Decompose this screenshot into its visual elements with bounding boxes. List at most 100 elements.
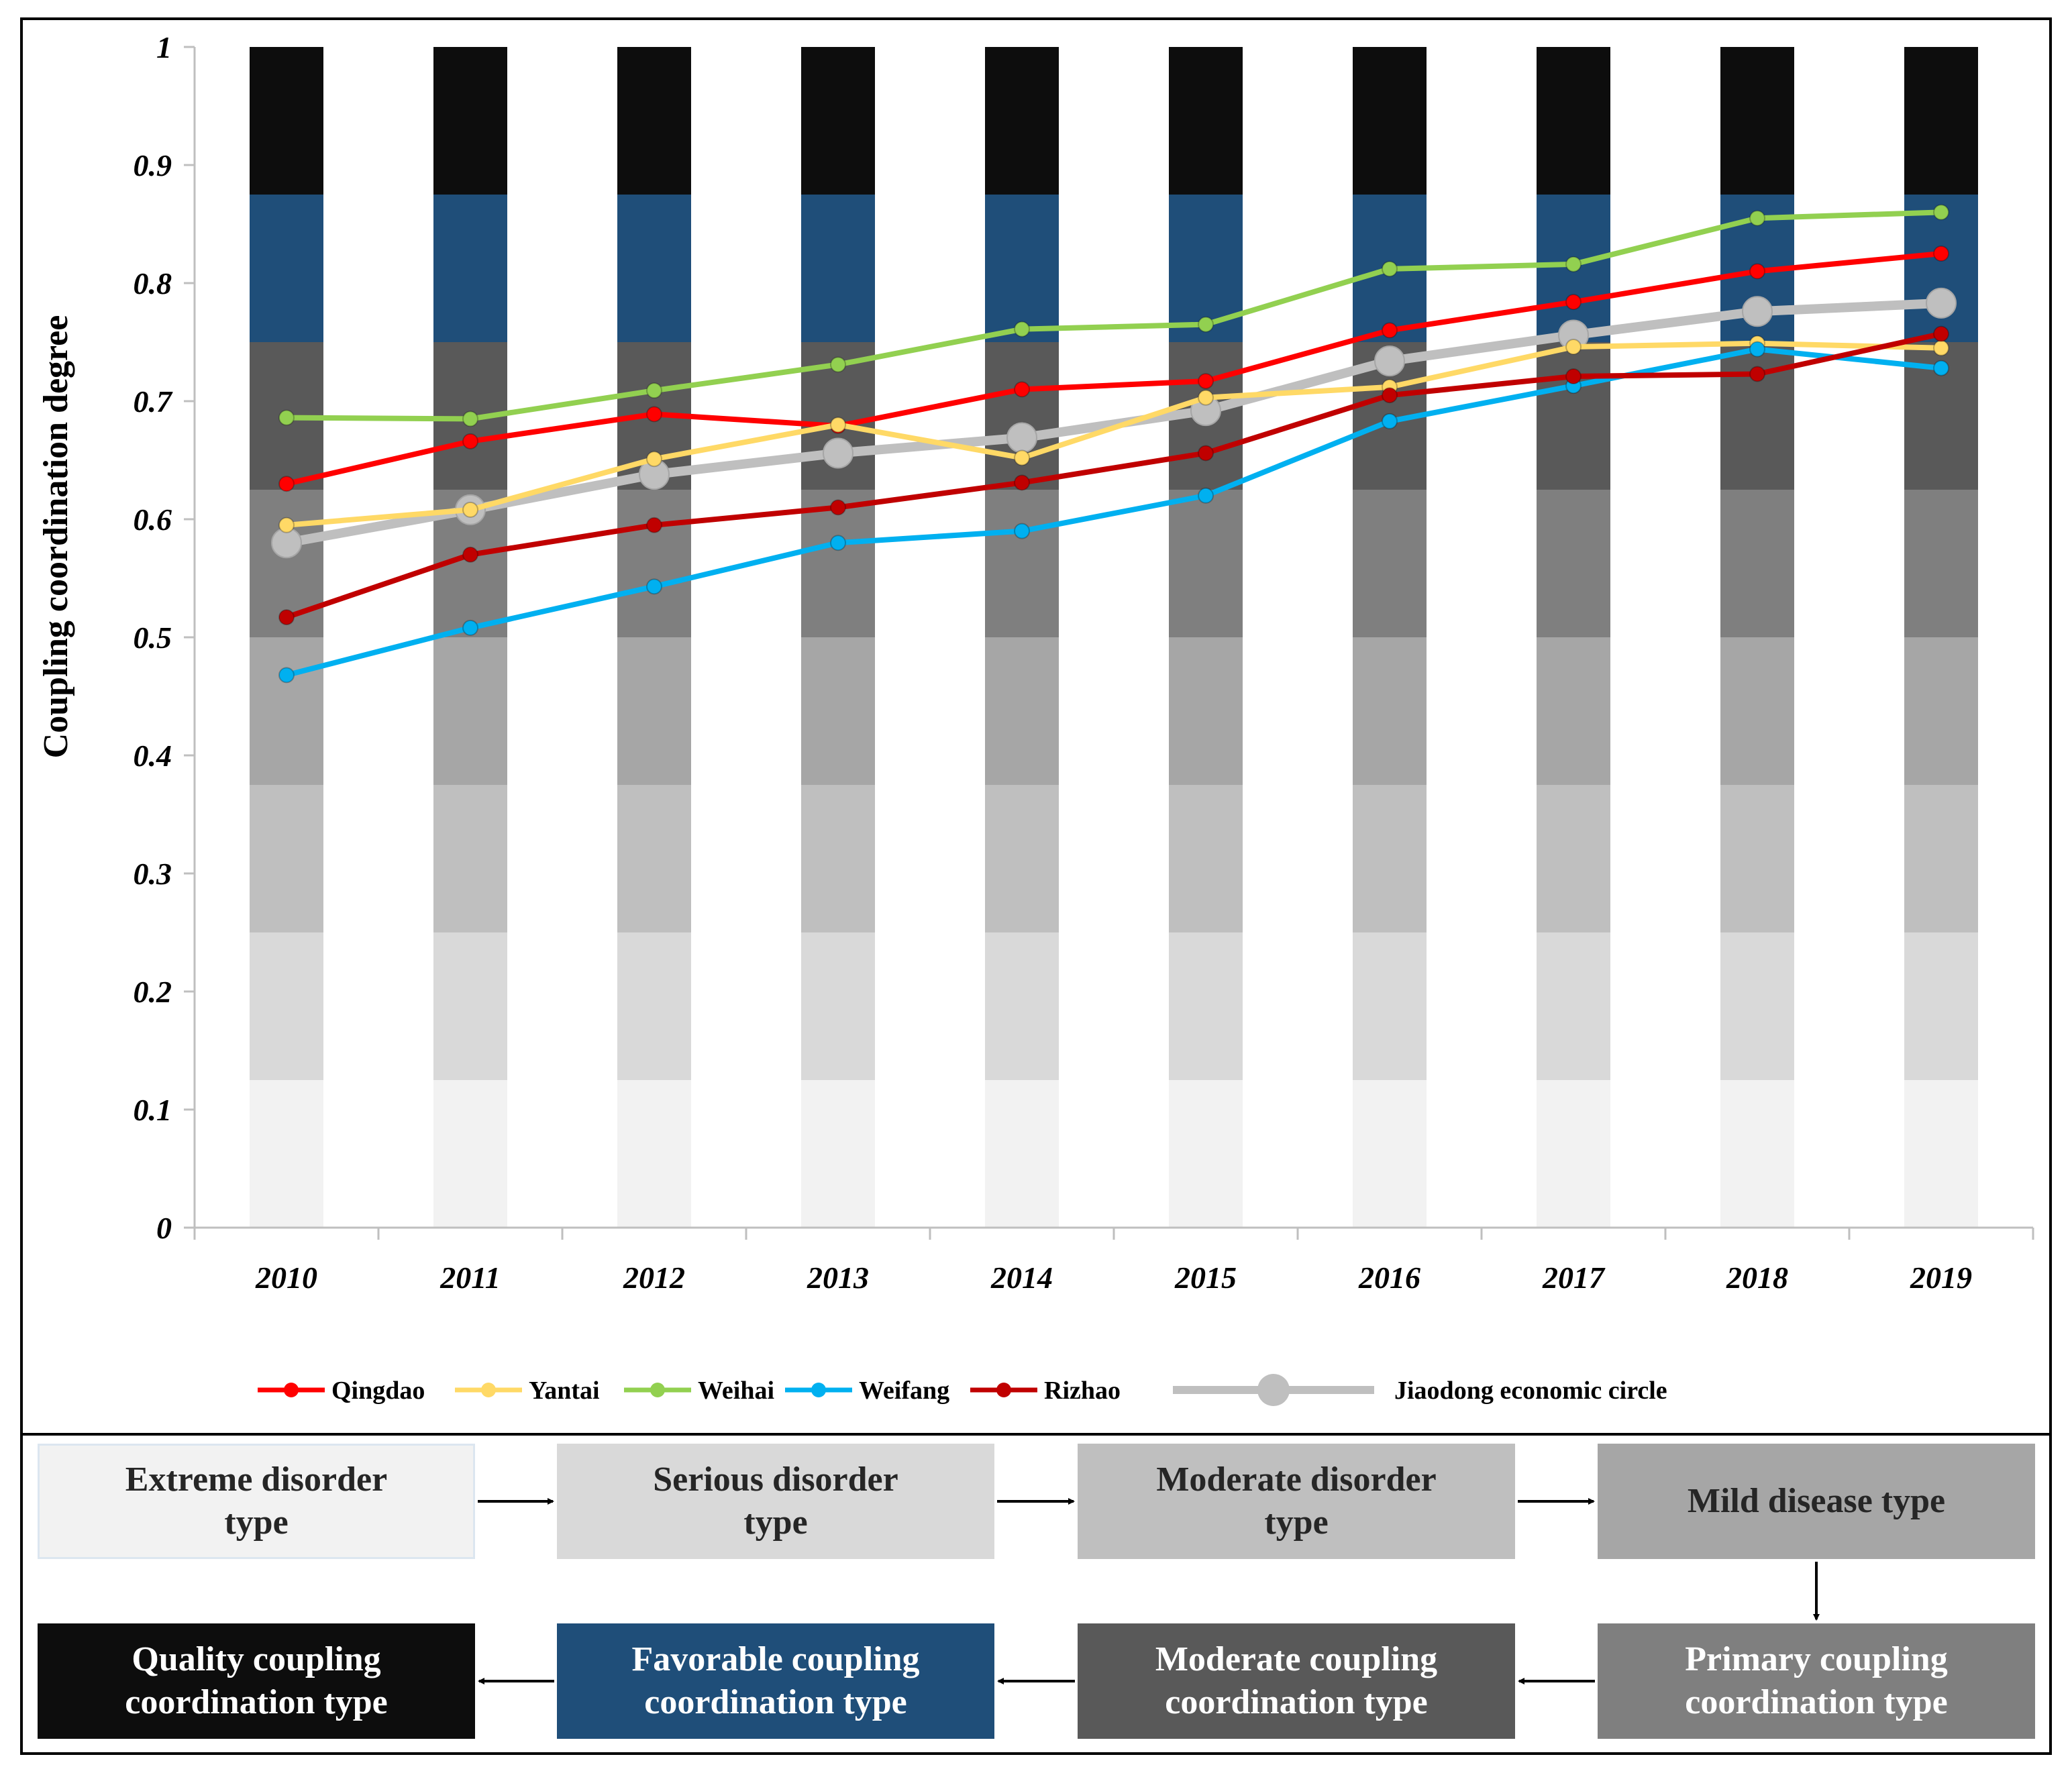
box-line-2: type bbox=[224, 1503, 289, 1542]
data-point bbox=[1749, 210, 1765, 227]
band-segment bbox=[1169, 637, 1243, 785]
data-point bbox=[1742, 296, 1773, 327]
legend-label: Qingdao bbox=[331, 1377, 425, 1405]
band-segment bbox=[1169, 1080, 1243, 1228]
data-point bbox=[1374, 345, 1405, 377]
band-segment bbox=[433, 195, 507, 342]
x-tick-label: 2016 bbox=[1358, 1261, 1420, 1295]
data-point bbox=[1926, 287, 1957, 319]
background-bands bbox=[250, 47, 1978, 1228]
data-point bbox=[1198, 445, 1214, 462]
band-segment bbox=[1720, 932, 1794, 1080]
data-point bbox=[1933, 339, 1949, 356]
data-point bbox=[646, 451, 662, 468]
data-point bbox=[1565, 368, 1582, 385]
moderate-coupling-box: Moderate coupling coordination type bbox=[1078, 1623, 1515, 1739]
box-line-2: coordination type bbox=[1165, 1683, 1428, 1721]
box-line-2: coordination type bbox=[1685, 1683, 1948, 1721]
data-point bbox=[1382, 322, 1398, 339]
band-segment bbox=[1169, 47, 1243, 195]
box-line-1: Extreme disorder bbox=[125, 1460, 388, 1499]
box-line-1: Quality coupling bbox=[132, 1640, 381, 1678]
legend-label: Yantai bbox=[529, 1377, 600, 1405]
data-point bbox=[1014, 523, 1030, 539]
x-tick-label: 2011 bbox=[439, 1261, 500, 1295]
band-segment bbox=[617, 637, 691, 785]
band-segment bbox=[1537, 932, 1610, 1080]
band-segment bbox=[801, 1080, 875, 1228]
band-segment bbox=[250, 932, 323, 1080]
data-point bbox=[1014, 321, 1030, 337]
band-segment bbox=[617, 195, 691, 342]
legend-item: Yantai bbox=[455, 1377, 600, 1405]
band-segment bbox=[1720, 1080, 1794, 1228]
data-point bbox=[1198, 389, 1214, 406]
band-segment bbox=[433, 785, 507, 932]
legend-label: Rizhao bbox=[1044, 1377, 1121, 1405]
data-point bbox=[462, 619, 478, 636]
data-point bbox=[462, 501, 478, 518]
data-point bbox=[462, 546, 478, 563]
legend-label: Jiaodong economic circle bbox=[1394, 1377, 1667, 1405]
data-point bbox=[1006, 422, 1037, 453]
band-segment bbox=[985, 195, 1059, 342]
x-tick-label: 2019 bbox=[1910, 1261, 1972, 1295]
y-tick-label: 0.9 bbox=[134, 148, 172, 182]
primary-coupling-box: Primary coupling coordination type bbox=[1598, 1623, 2035, 1739]
x-tick-label: 2018 bbox=[1726, 1261, 1788, 1295]
data-point bbox=[278, 517, 295, 533]
extreme-disorder-box: Extreme disorder type bbox=[38, 1444, 475, 1559]
data-point bbox=[462, 433, 478, 449]
data-point bbox=[278, 667, 295, 684]
band-segment bbox=[1720, 342, 1794, 490]
band-segment bbox=[1169, 932, 1243, 1080]
band-segment bbox=[1720, 47, 1794, 195]
legend-item: Weihai bbox=[624, 1377, 774, 1405]
x-tick-label: 2012 bbox=[623, 1261, 685, 1295]
data-point bbox=[1749, 263, 1765, 280]
legend: Qingdao Yantai Weihai Weifang Rizhao Jiaodong… bbox=[258, 1374, 1667, 1406]
box-line-2: type bbox=[743, 1503, 808, 1542]
data-point bbox=[1565, 339, 1582, 356]
band-segment bbox=[250, 195, 323, 342]
band-segment bbox=[1353, 637, 1427, 785]
band-segment bbox=[250, 47, 323, 195]
data-point bbox=[1933, 204, 1949, 221]
coupling-chart: 0 0.1 0.2 0.3 0.4 0.5 0.6 0.7 0.8 0.9 1 2010 2011 201… bbox=[37, 30, 2034, 1406]
legend-label: Weifang bbox=[859, 1377, 949, 1405]
band-segment bbox=[1537, 1080, 1610, 1228]
legend-swatch-marker bbox=[811, 1383, 826, 1397]
legend-item: Weifang bbox=[785, 1377, 949, 1405]
data-point bbox=[462, 411, 478, 427]
series-line bbox=[285, 298, 1942, 548]
band-segment bbox=[1169, 785, 1243, 932]
x-tick-label: 2010 bbox=[255, 1261, 317, 1295]
series-line bbox=[285, 331, 1942, 620]
series-line bbox=[286, 251, 1942, 487]
data-point bbox=[830, 356, 846, 373]
x-tick-label: 2017 bbox=[1542, 1261, 1606, 1295]
band-segment bbox=[1537, 342, 1610, 490]
band-segment bbox=[1353, 785, 1427, 932]
data-point bbox=[1198, 373, 1214, 390]
box-line-2: type bbox=[1264, 1503, 1329, 1542]
data-point bbox=[1749, 366, 1765, 382]
band-segment bbox=[801, 932, 875, 1080]
data-point bbox=[1198, 487, 1214, 504]
band-segment bbox=[1720, 785, 1794, 932]
band-segment bbox=[1720, 637, 1794, 785]
series-qingdao bbox=[278, 246, 1949, 492]
y-tick-label: 0.6 bbox=[134, 502, 172, 537]
series-lines bbox=[271, 204, 1957, 684]
data-point bbox=[1565, 256, 1582, 272]
data-point bbox=[1382, 387, 1398, 404]
data-point bbox=[646, 406, 662, 423]
series-yantai bbox=[278, 335, 1949, 533]
data-point bbox=[1014, 449, 1030, 466]
y-tick-label: 0.3 bbox=[134, 857, 172, 891]
band-segment bbox=[801, 47, 875, 195]
band-segment bbox=[801, 637, 875, 785]
band-segment bbox=[985, 490, 1059, 637]
legend-swatch-marker bbox=[284, 1383, 299, 1397]
series-weihai bbox=[278, 204, 1949, 427]
